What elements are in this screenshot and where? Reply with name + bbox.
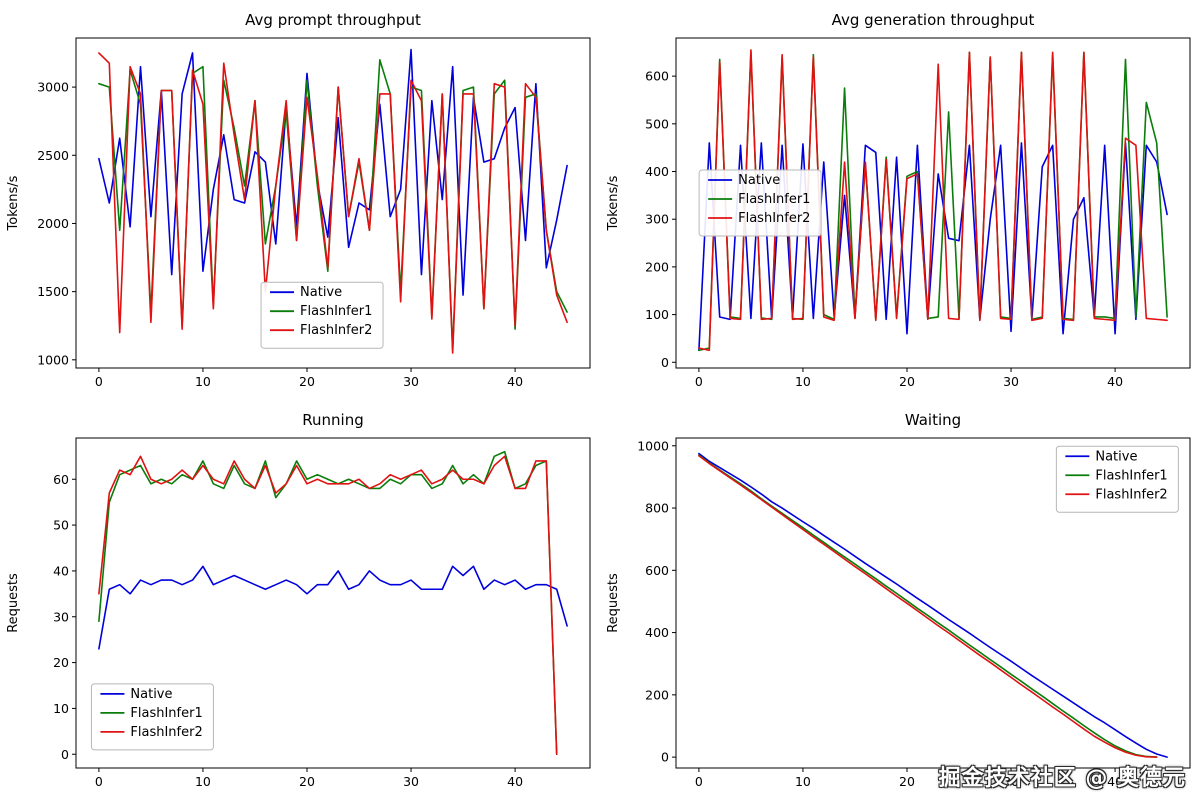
svg-text:20: 20 [899, 774, 915, 789]
svg-text:500: 500 [645, 116, 669, 131]
svg-text:400: 400 [645, 164, 669, 179]
svg-text:FlashInfer2: FlashInfer2 [130, 725, 202, 740]
svg-text:400: 400 [645, 625, 669, 640]
svg-text:Avg prompt throughput: Avg prompt throughput [245, 11, 421, 29]
svg-text:1000: 1000 [637, 438, 669, 453]
svg-text:200: 200 [645, 259, 669, 274]
svg-text:3000: 3000 [37, 80, 69, 95]
svg-text:0: 0 [695, 374, 703, 389]
svg-text:200: 200 [645, 687, 669, 702]
svg-text:FlashInfer1: FlashInfer1 [1095, 468, 1167, 483]
svg-text:10: 10 [795, 774, 811, 789]
svg-text:50: 50 [53, 518, 69, 533]
svg-text:Requests: Requests [606, 573, 621, 633]
svg-text:Native: Native [738, 173, 780, 188]
svg-text:40: 40 [1107, 774, 1123, 789]
svg-text:600: 600 [645, 563, 669, 578]
svg-text:0: 0 [95, 774, 103, 789]
svg-text:FlashInfer2: FlashInfer2 [1095, 487, 1167, 502]
svg-text:Native: Native [130, 687, 172, 702]
running-canvas: Running Requests 0 10 20 30 40 0 10 20 30 40 50 60 Nat… [6, 411, 591, 789]
svg-text:0: 0 [661, 750, 669, 765]
svg-text:0: 0 [61, 747, 69, 762]
svg-text:FlashInfer2: FlashInfer2 [738, 211, 810, 226]
svg-text:60: 60 [53, 472, 69, 487]
svg-text:1000: 1000 [37, 352, 69, 367]
svg-text:40: 40 [53, 563, 69, 578]
subplot-avg-generation-throughput: Avg generation throughput Tokens/s 0 10 20 30… [600, 0, 1200, 400]
svg-text:10: 10 [795, 374, 811, 389]
svg-text:FlashInfer1: FlashInfer1 [130, 706, 202, 721]
svg-text:600: 600 [645, 69, 669, 84]
svg-text:10: 10 [53, 701, 69, 716]
svg-text:20: 20 [299, 374, 315, 389]
svg-text:0: 0 [661, 355, 669, 370]
svg-text:30: 30 [1003, 774, 1019, 789]
avg-generation-throughput-canvas: Avg generation throughput Tokens/s 0 10 20 30… [606, 11, 1191, 389]
svg-text:FlashInfer1: FlashInfer1 [300, 304, 372, 319]
svg-text:20: 20 [53, 655, 69, 670]
svg-text:10: 10 [195, 374, 211, 389]
svg-text:0: 0 [695, 774, 703, 789]
svg-text:Requests: Requests [6, 573, 21, 633]
svg-text:0: 0 [95, 374, 103, 389]
svg-text:2000: 2000 [37, 216, 69, 231]
svg-text:30: 30 [403, 374, 419, 389]
svg-text:20: 20 [899, 374, 915, 389]
svg-text:Avg generation throughput: Avg generation throughput [832, 11, 1035, 29]
svg-text:2500: 2500 [37, 148, 69, 163]
svg-text:1500: 1500 [37, 284, 69, 299]
svg-text:20: 20 [299, 774, 315, 789]
svg-text:Native: Native [1095, 449, 1137, 464]
svg-text:Running: Running [302, 411, 363, 429]
svg-text:Native: Native [300, 285, 342, 300]
svg-text:40: 40 [507, 774, 523, 789]
svg-text:Tokens/s: Tokens/s [6, 175, 21, 231]
subplot-waiting: Waiting Requests 0 10 20 30 40 0 200 400 600 800 100… [600, 400, 1200, 800]
svg-text:10: 10 [195, 774, 211, 789]
svg-text:Tokens/s: Tokens/s [606, 175, 621, 231]
svg-text:40: 40 [507, 374, 523, 389]
svg-text:Waiting: Waiting [905, 411, 961, 429]
svg-text:100: 100 [645, 307, 669, 322]
svg-text:40: 40 [1107, 374, 1123, 389]
svg-text:300: 300 [645, 212, 669, 227]
svg-text:30: 30 [403, 774, 419, 789]
avg-prompt-throughput-canvas: Avg prompt throughput Tokens/s 0 10 20 30 40 10… [6, 11, 591, 389]
svg-text:30: 30 [1003, 374, 1019, 389]
svg-text:800: 800 [645, 501, 669, 516]
svg-text:30: 30 [53, 609, 69, 624]
subplot-avg-prompt-throughput: Avg prompt throughput Tokens/s 0 10 20 30 40 10… [0, 0, 600, 400]
svg-text:FlashInfer1: FlashInfer1 [738, 192, 810, 207]
svg-text:FlashInfer2: FlashInfer2 [300, 323, 372, 338]
subplot-running: Running Requests 0 10 20 30 40 0 10 20 30 40 50 60 Nat… [0, 400, 600, 800]
